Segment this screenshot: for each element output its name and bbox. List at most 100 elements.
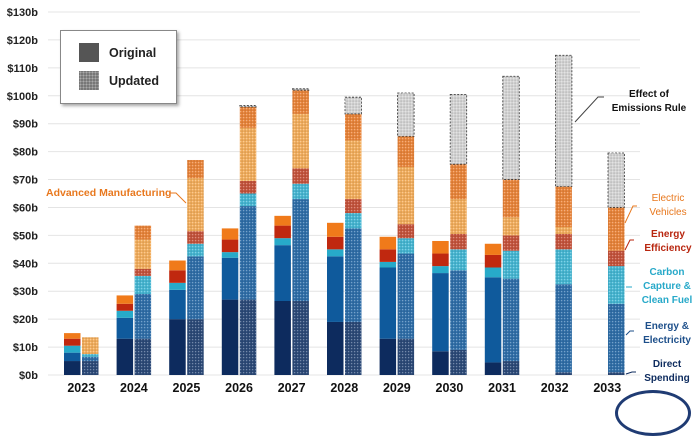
bar-texture-2025-energy-electricity [187, 256, 204, 320]
leader-ds [625, 371, 636, 375]
y-tick-label: $50b [13, 230, 38, 242]
x-tick-label: 2026 [225, 381, 253, 395]
bar-texture-2033-carbon-capture-clean-fuel [608, 266, 625, 304]
bar-texture-2031-effect-of-emissions-rule [502, 76, 520, 180]
bar-original-2030-carbon-capture-clean-fuel [432, 266, 449, 274]
bar-texture-2025-carbon-capture-clean-fuel [187, 243, 204, 257]
legend: Original Updated [60, 30, 177, 104]
annotation-emissions-line1: Effect of [629, 89, 669, 100]
bar-texture-2024-energy-electricity [134, 294, 152, 339]
bar-texture-2032-advanced-manufacturing [555, 227, 572, 234]
bar-texture-2025-electric-vehicles [187, 159, 204, 179]
bar-texture-2029-electric-vehicles [397, 136, 415, 167]
leader-ee [624, 239, 634, 251]
bar-original-2024-energy-electricity [116, 317, 134, 339]
bar-original-2027-energy-efficiency [274, 225, 291, 239]
bar-texture-2033-electric-vehicles [608, 207, 625, 251]
x-tick-label: 2032 [541, 381, 569, 395]
bar-original-2027-energy-electricity [274, 245, 291, 302]
bar-original-2025-energy-electricity [169, 289, 186, 320]
y-tick-label: $80b [13, 147, 38, 159]
bar-texture-2023-energy-electricity [82, 356, 99, 362]
annotation-emissions-rule: Effect of Emissions Rule [606, 88, 692, 116]
y-tick-label: $100b [7, 91, 38, 103]
bar-texture-2025-direct-spending [187, 319, 204, 375]
bar-original-2026-direct-spending [221, 299, 239, 375]
bar-original-2024-direct-spending [116, 338, 134, 375]
y-tick-label: $130b [7, 7, 38, 19]
leader-enel [625, 330, 634, 336]
bar-original-2028-energy-efficiency [327, 236, 344, 250]
x-tick-label: 2030 [436, 381, 464, 395]
bar-texture-2030-energy-efficiency [450, 233, 467, 250]
annotation-ds-line1: Direct [652, 359, 682, 370]
bar-texture-2025-energy-efficiency [187, 231, 204, 244]
bar-original-2026-carbon-capture-clean-fuel [221, 252, 239, 258]
annotation-advanced-manufacturing: Advanced Manufacturing [46, 186, 171, 200]
bar-original-2029-electric-vehicles [379, 236, 397, 250]
annotation-ev-line2: Vehicles [649, 207, 687, 218]
stacked-bar-chart: $0b $10b $20b $30b $40b $50b $60b $70b $80b $90b $… [7, 7, 640, 395]
leader-adv-mfg [170, 192, 187, 204]
bar-texture-2030-carbon-capture-clean-fuel [450, 249, 467, 271]
annotation-carbon-capture: Carbon Capture & Clean Fuel [634, 266, 700, 308]
legend-label-original: Original [109, 45, 157, 60]
bar-texture-2026-energy-electricity [239, 206, 257, 300]
bar-texture-2031-direct-spending [502, 361, 520, 375]
bar-texture-2030-effect-of-emissions-rule [450, 94, 467, 165]
bar-texture-2031-carbon-capture-clean-fuel [502, 250, 520, 279]
bar-texture-2026-effect-of-emissions-rule [239, 105, 257, 107]
bar-texture-2025-advanced-manufacturing [187, 178, 204, 232]
bar-texture-2026-electric-vehicles [239, 106, 257, 128]
bar-original-2027-carbon-capture-clean-fuel [274, 238, 291, 246]
y-tick-label: $20b [13, 314, 38, 326]
bar-original-2027-electric-vehicles [274, 215, 291, 226]
bar-texture-2030-electric-vehicles [450, 164, 467, 200]
bar-texture-2031-electric-vehicles [502, 179, 520, 218]
bar-texture-2029-energy-efficiency [397, 224, 415, 239]
bar-original-2025-electric-vehicles [169, 260, 186, 271]
bar-original-2023-direct-spending [64, 361, 81, 375]
bar-texture-2030-direct-spending [450, 349, 467, 375]
y-tick-label: $40b [13, 258, 38, 270]
annotation-cc-line3: Clean Fuel [641, 295, 693, 306]
y-tick-label: $120b [7, 35, 38, 47]
bar-texture-2024-advanced-manufacturing [134, 239, 152, 269]
bar-original-2025-energy-efficiency [169, 270, 186, 283]
legend-label-updated: Updated [109, 73, 159, 88]
y-tick-label: $10b [13, 342, 38, 354]
bar-original-2029-energy-electricity [379, 267, 397, 339]
annotation-direct-spending: Direct Spending [634, 358, 700, 386]
bar-texture-2028-energy-electricity [345, 228, 362, 322]
bar-original-2031-carbon-capture-clean-fuel [484, 267, 502, 278]
y-tick-label: $110b [7, 63, 38, 75]
bar-texture-2024-direct-spending [134, 338, 152, 375]
bar-texture-2023-direct-spending [82, 361, 99, 375]
bar-texture-2032-electric-vehicles [555, 186, 572, 228]
bar-texture-2027-energy-efficiency [292, 168, 309, 184]
annotation-cc-line1: Carbon [649, 267, 685, 278]
annotation-ee-line2: Efficiency [644, 243, 692, 254]
bar-original-2030-direct-spending [432, 351, 449, 375]
bar-texture-2028-electric-vehicles [345, 113, 362, 141]
annotation-ev-line1: Electric [651, 193, 685, 204]
x-tick-label: 2024 [120, 381, 148, 395]
bar-original-2023-electric-vehicles [64, 333, 81, 339]
bar-original-2026-energy-electricity [221, 257, 239, 300]
bar-texture-2032-effect-of-emissions-rule [555, 55, 572, 187]
logo-seal [615, 390, 691, 436]
bar-texture-2029-effect-of-emissions-rule [397, 92, 415, 137]
y-tick-label: $0b [19, 370, 38, 382]
annotation-ee-line1: Energy [651, 229, 685, 240]
bar-texture-2030-advanced-manufacturing [450, 199, 467, 234]
bar-texture-2023-carbon-capture-clean-fuel [82, 354, 99, 357]
y-tick-label: $90b [13, 119, 38, 131]
bar-texture-2027-electric-vehicles [292, 90, 309, 114]
bar-original-2031-direct-spending [484, 362, 502, 375]
bar-original-2030-electric-vehicles [432, 240, 449, 254]
x-tick-label: 2029 [383, 381, 411, 395]
bar-original-2029-carbon-capture-clean-fuel [379, 261, 397, 268]
bar-original-2028-energy-electricity [327, 256, 344, 322]
bar-original-2031-energy-electricity [484, 277, 502, 363]
bar-texture-2032-carbon-capture-clean-fuel [555, 249, 572, 285]
